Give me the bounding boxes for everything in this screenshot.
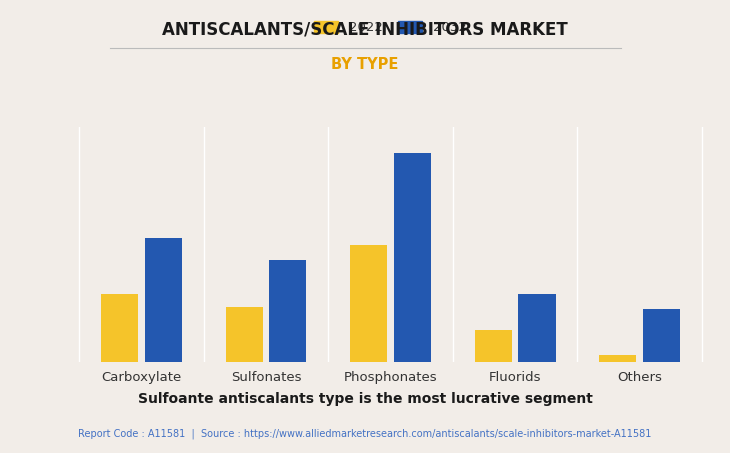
- Bar: [642, 309, 680, 362]
- Bar: [269, 260, 307, 362]
- Bar: [226, 307, 263, 362]
- Text: Sulfoante antiscalants type is the most lucrative segment: Sulfoante antiscalants type is the most …: [137, 392, 593, 406]
- Text: ANTISCALANTS/SCALE INHIBITORS MARKET: ANTISCALANTS/SCALE INHIBITORS MARKET: [162, 20, 568, 39]
- Text: Report Code : A11581  |  Source : https://www.alliedmarketresearch.com/antiscala: Report Code : A11581 | Source : https://…: [78, 429, 652, 439]
- Bar: [599, 355, 637, 362]
- Bar: [145, 238, 182, 362]
- Bar: [518, 294, 556, 362]
- Bar: [101, 294, 139, 362]
- Bar: [474, 330, 512, 362]
- Bar: [350, 245, 388, 362]
- Legend: 2022, 2032: 2022, 2032: [310, 16, 472, 39]
- Bar: [393, 153, 431, 362]
- Text: BY TYPE: BY TYPE: [331, 57, 399, 72]
